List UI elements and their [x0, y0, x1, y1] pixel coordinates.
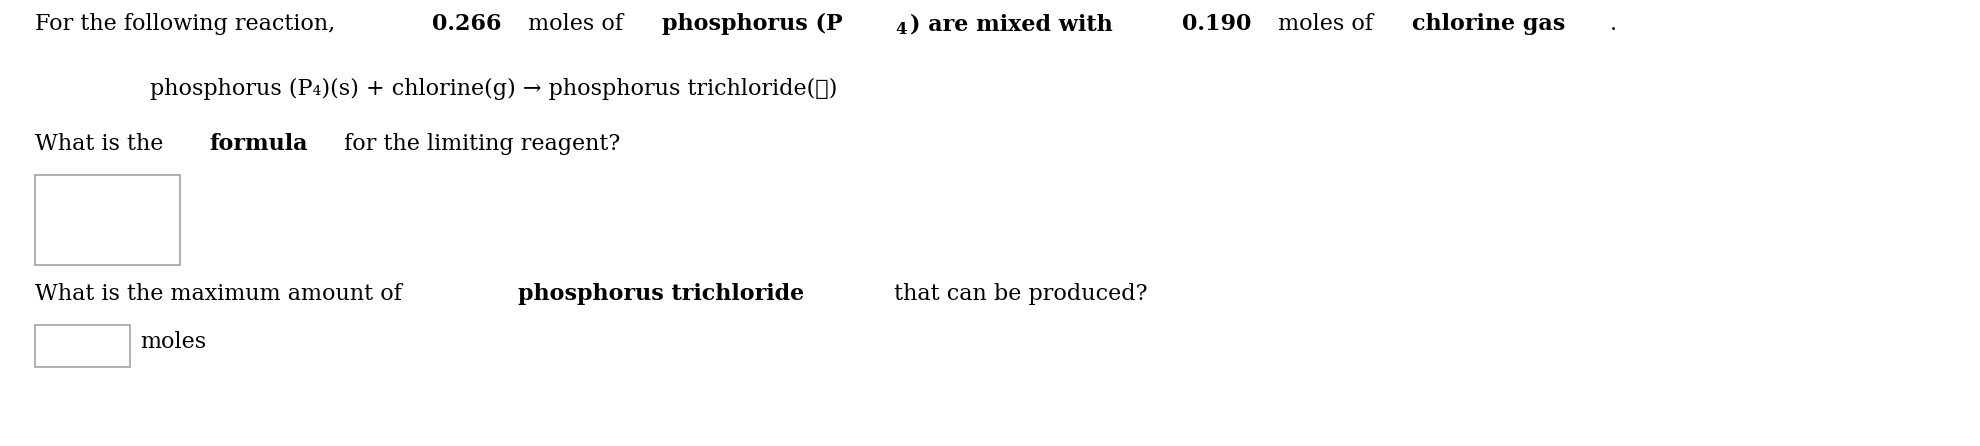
- FancyBboxPatch shape: [36, 175, 180, 265]
- Text: phosphorus (P₄)(s) + chlorine(g) → phosphorus trichloride(ℓ): phosphorus (P₄)(s) + chlorine(g) → phosp…: [150, 78, 838, 100]
- Text: What is the: What is the: [36, 133, 170, 155]
- Text: phosphorus (P: phosphorus (P: [661, 13, 843, 35]
- Text: chlorine gas: chlorine gas: [1412, 13, 1564, 35]
- Text: 0.190: 0.190: [1182, 13, 1251, 35]
- Text: moles of: moles of: [1271, 13, 1380, 35]
- Text: for the limiting reagent?: for the limiting reagent?: [337, 133, 620, 155]
- Text: 0.266: 0.266: [432, 13, 501, 35]
- Text: .: .: [1610, 13, 1618, 35]
- Text: moles: moles: [141, 331, 206, 353]
- FancyBboxPatch shape: [36, 325, 131, 367]
- Text: For the following reaction,: For the following reaction,: [36, 13, 343, 35]
- Text: ) are mixed with: ) are mixed with: [911, 13, 1121, 35]
- Text: What is the maximum amount of: What is the maximum amount of: [36, 283, 410, 305]
- Text: that can be produced?: that can be produced?: [887, 283, 1148, 305]
- Text: formula: formula: [210, 133, 309, 155]
- Text: 4: 4: [895, 21, 907, 38]
- Text: moles of: moles of: [521, 13, 630, 35]
- Text: phosphorus trichloride: phosphorus trichloride: [517, 283, 804, 305]
